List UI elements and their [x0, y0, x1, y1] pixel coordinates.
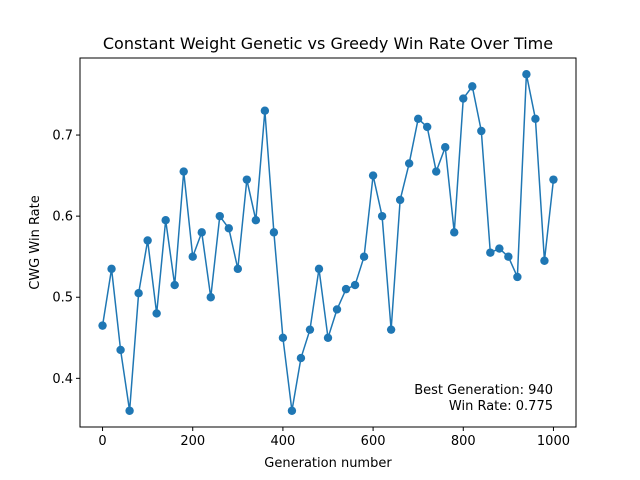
data-point — [468, 82, 477, 91]
data-point — [504, 252, 513, 261]
data-point — [260, 106, 270, 115]
data-point — [332, 305, 342, 314]
data-point — [98, 321, 107, 330]
data-point — [188, 252, 197, 261]
plot-area — [98, 70, 558, 415]
data-point — [450, 228, 459, 237]
y-tick-label: 0.7 — [52, 129, 73, 144]
data-point — [404, 159, 414, 168]
data-point — [143, 236, 152, 245]
data-point — [486, 248, 495, 257]
data-point — [269, 228, 279, 237]
data-point — [386, 325, 396, 334]
data-point — [314, 264, 324, 274]
chart-title: Constant Weight Genetic vs Greedy Win Ra… — [103, 34, 553, 53]
y-tick-label: 0.4 — [52, 372, 73, 387]
data-point — [242, 175, 252, 184]
series-line — [101, 73, 555, 412]
data-point — [206, 293, 215, 302]
data-point — [278, 333, 288, 342]
data-point — [161, 216, 170, 225]
annotation-best-generation: Best Generation: 940 — [414, 383, 553, 398]
x-tick-label: 0 — [98, 434, 106, 449]
data-point — [495, 244, 504, 253]
data-point — [549, 175, 558, 184]
data-point — [233, 264, 243, 274]
x-tick-label: 800 — [451, 434, 476, 449]
data-point — [459, 94, 468, 103]
data-point — [215, 211, 224, 221]
data-point — [341, 284, 351, 294]
data-point — [395, 195, 405, 205]
data-point — [170, 280, 179, 290]
x-tick-label: 1000 — [537, 434, 570, 449]
data-point — [323, 333, 333, 342]
data-point — [477, 126, 486, 136]
data-point — [125, 406, 134, 415]
x-tick-label: 400 — [270, 434, 295, 449]
data-point — [116, 345, 125, 355]
data-point — [350, 280, 360, 290]
data-point — [359, 252, 369, 261]
x-axis-label: Generation number — [264, 456, 392, 471]
data-point — [296, 353, 306, 363]
data-point — [441, 143, 450, 152]
plot-frame — [79, 57, 577, 428]
data-point — [179, 167, 188, 176]
data-point — [413, 114, 423, 124]
data-point — [224, 224, 233, 233]
y-tick-label: 0.6 — [52, 210, 73, 225]
data-point — [423, 122, 432, 132]
data-point — [377, 211, 387, 221]
data-point — [197, 228, 206, 237]
y-axis-label: CWG Win Rate — [28, 195, 43, 290]
x-tick-label: 600 — [361, 434, 386, 449]
data-point — [513, 272, 522, 282]
annotation-win-rate: Win Rate: 0.775 — [449, 399, 553, 414]
x-tick-label: 200 — [180, 434, 205, 449]
data-point — [134, 288, 143, 298]
data-point — [287, 406, 297, 415]
data-point — [305, 325, 315, 334]
data-point — [368, 171, 378, 180]
data-point — [251, 216, 261, 225]
y-tick-label: 0.5 — [52, 291, 73, 306]
data-point — [152, 309, 161, 318]
data-point — [540, 256, 549, 265]
data-point — [531, 114, 540, 124]
data-point — [432, 167, 441, 176]
data-point — [522, 70, 531, 79]
data-point — [107, 264, 116, 274]
